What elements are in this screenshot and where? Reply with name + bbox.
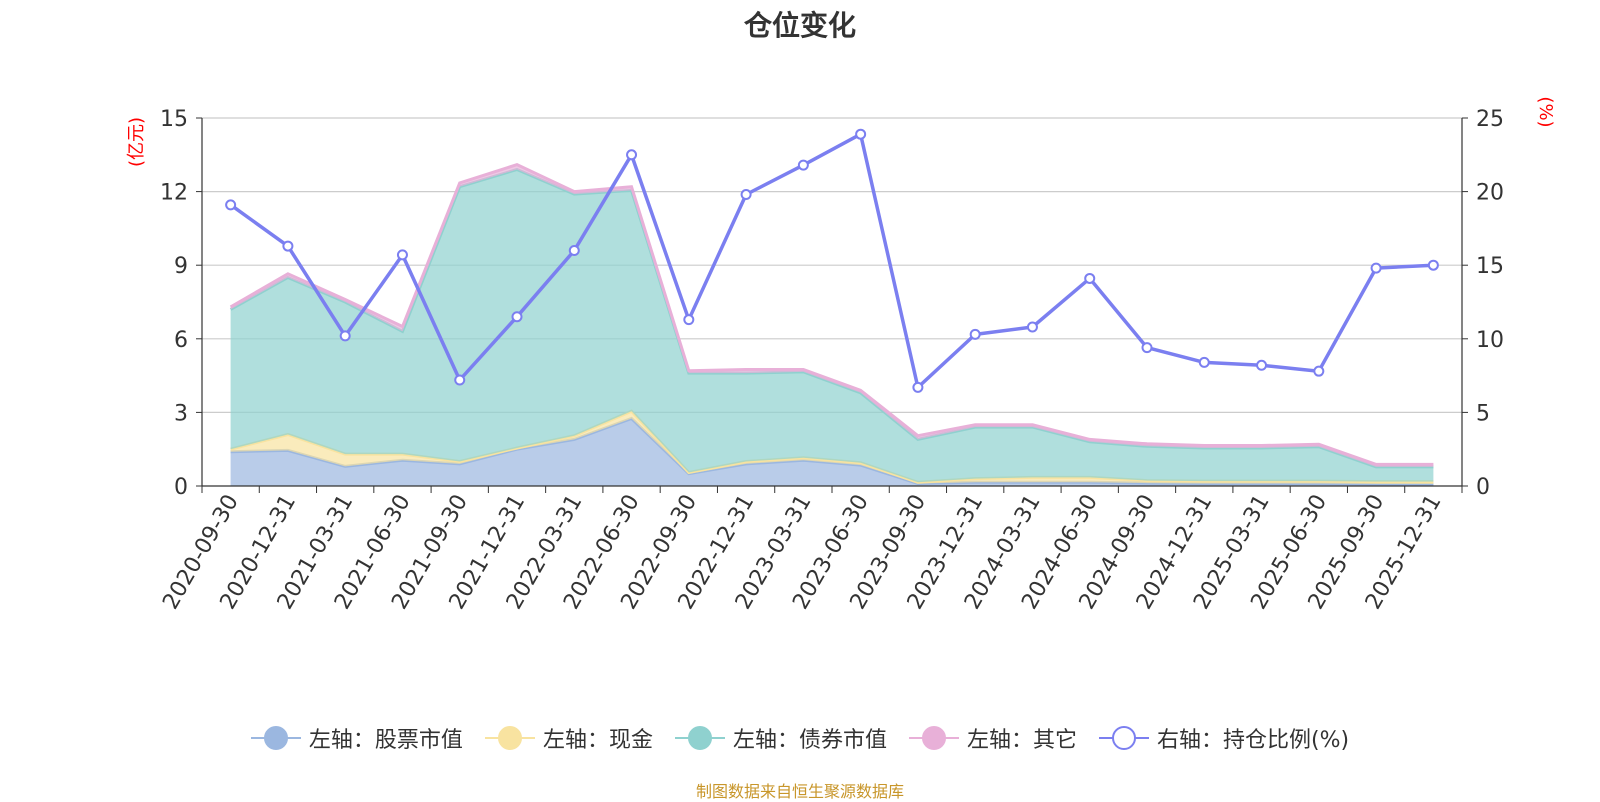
ratio-point [1198,356,1210,368]
legend-label: 左轴：股票市值 [308,728,463,753]
ratio-point [683,314,695,326]
y-left-tick-label: 0 [174,475,188,500]
legend-label: 左轴：债券市值 [732,728,887,753]
y-left-tick-label: 9 [174,254,188,279]
y-left-tick-label: 3 [174,401,188,426]
ratio-point [1141,342,1153,354]
ratio-point [511,311,523,323]
ratio-point [855,128,867,140]
ratio-point [1026,321,1038,333]
ratio-point [339,330,351,342]
area-bond [230,169,1434,483]
legend-item-bond[interactable]: 左轴：债券市值 [674,722,887,754]
ratio-point [1427,259,1439,271]
ratio-point [1313,365,1325,377]
chart-title: 仓位变化 [743,9,856,42]
legend: 左轴：股票市值 左轴：现金 左轴：债券市值 左轴：其它 右轴：持仓比例(%) [0,722,1600,754]
y-left-tick-label: 15 [160,107,188,132]
ratio-point [282,240,294,252]
ratio-point [969,328,981,340]
ratio-line-layer [225,128,1439,393]
ratio-point [740,189,752,201]
ratio-point [225,199,237,211]
area-edge-other [229,162,1434,466]
area-stock [230,418,1434,486]
legend-stock-icon [250,726,301,750]
legend-label: 左轴：其它 [966,728,1077,753]
legend-item-ratio[interactable]: 右轴：持仓比例(%) [1098,722,1350,754]
ratio-point [626,149,638,161]
source-note: 制图数据来自恒生聚源数据库 [695,782,904,801]
stacked-areas [229,162,1434,486]
ratio-point [1370,262,1382,274]
ratio-point [454,374,466,386]
y-right-axis-label: (%) [1535,96,1556,127]
y-right-tick-label: 20 [1476,181,1504,206]
ratio-point [1084,272,1096,284]
ratio-point [797,159,809,171]
y-left-axis-label: (亿元) [126,117,147,167]
y-right-tick-label: 15 [1476,254,1504,279]
legend-item-cash[interactable]: 左轴：现金 [484,722,653,754]
legend-bond-icon [674,726,725,750]
legend-item-other[interactable]: 左轴：其它 [908,722,1077,754]
ratio-point [912,381,924,393]
legend-other-icon [908,726,959,750]
ratio-point [1256,359,1268,371]
legend-item-stock[interactable]: 左轴：股票市值 [250,722,463,754]
legend-label: 右轴：持仓比例(%) [1156,728,1350,753]
y-left-tick-label: 12 [160,181,188,206]
ratio-line [229,132,1434,390]
legend-cash-icon [484,726,535,750]
y-right-tick-label: 10 [1476,328,1504,353]
y-right-tick-label: 25 [1476,107,1504,132]
legend-ratio-icon [1098,726,1149,750]
ratio-point [396,249,408,261]
y-right-tick-label: 0 [1476,475,1490,500]
y-right-tick-label: 5 [1476,401,1490,426]
legend-label: 左轴：现金 [542,728,653,753]
ratio-point [568,244,580,256]
y-left-tick-label: 6 [174,328,188,353]
